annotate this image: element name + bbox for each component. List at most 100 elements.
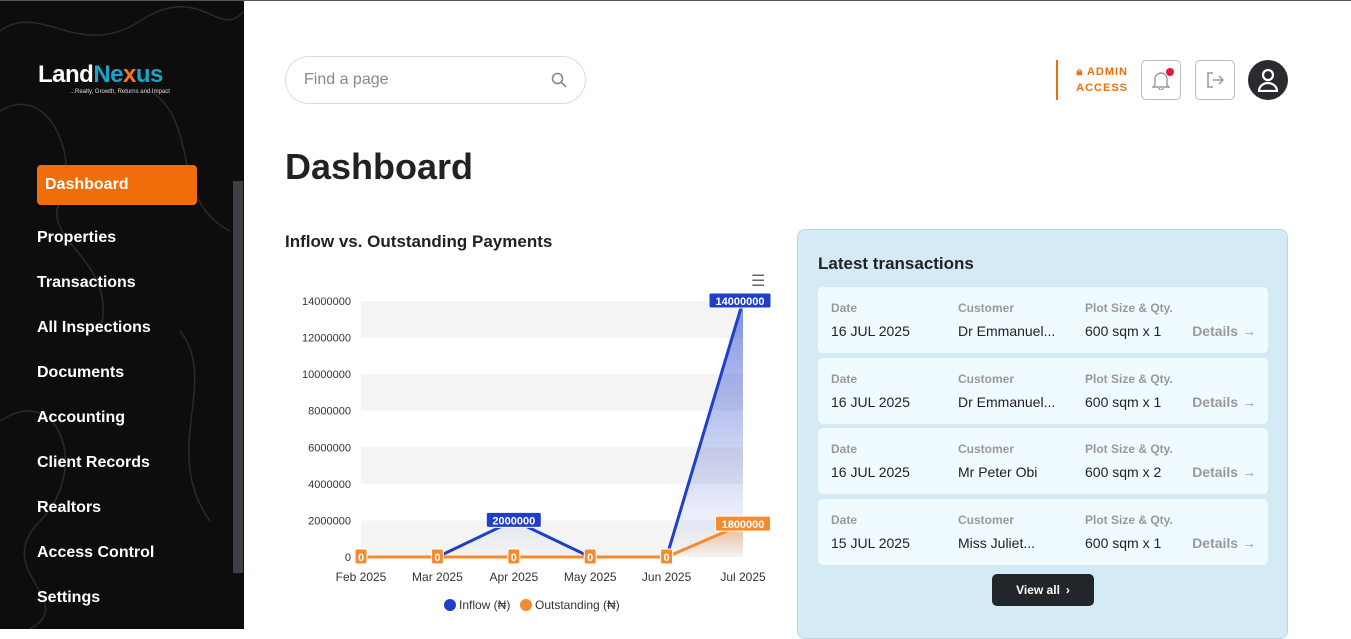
logout-icon xyxy=(1207,72,1224,88)
data-label: 1800000 xyxy=(722,519,765,531)
date-label: Date xyxy=(831,442,858,456)
sidebar-item-realtors[interactable]: Realtors xyxy=(37,499,102,516)
y-tick-label: 14000000 xyxy=(302,296,351,308)
y-tick-label: 4000000 xyxy=(308,479,351,491)
latest-transactions-panel: Latest transactions Date 16 JUL 2025 Cust… xyxy=(797,229,1288,639)
search-input[interactable]: Find a page xyxy=(285,56,586,104)
arrow-right-icon: → xyxy=(1242,323,1256,339)
sidebar-scrollbar[interactable] xyxy=(233,181,243,573)
data-label: 0 xyxy=(587,552,593,564)
avatar[interactable] xyxy=(1248,60,1288,100)
sidebar-item-properties[interactable]: Properties xyxy=(37,229,117,246)
panel-title: Latest transactions xyxy=(818,254,974,273)
x-tick-label: Jul 2025 xyxy=(720,570,766,584)
chart-title: Inflow vs. Outstanding Payments xyxy=(285,232,553,251)
data-label-bg xyxy=(583,548,597,565)
series-line xyxy=(361,522,744,559)
logout-button[interactable] xyxy=(1195,60,1235,100)
legend-item: Inflow (₦) xyxy=(459,598,510,612)
data-label-bg xyxy=(507,548,521,565)
date-label: Date xyxy=(831,513,858,527)
date-value: 15 JUL 2025 xyxy=(831,535,910,551)
date-value: 16 JUL 2025 xyxy=(831,323,910,339)
date-label: Date xyxy=(831,372,858,386)
details-link[interactable]: Details → xyxy=(1192,394,1256,410)
customer-value: Dr Emmanuel... xyxy=(958,394,1056,410)
x-tick-label: May 2025 xyxy=(564,570,617,584)
customer-label: Customer xyxy=(958,372,1015,386)
lock-icon: 🔒︎ xyxy=(1076,66,1084,78)
logo-text: Ne xyxy=(93,61,124,88)
plot-value: 600 sqm x 1 xyxy=(1085,535,1162,551)
legend-item: Outstanding (₦) xyxy=(535,598,620,612)
plot-value: 600 sqm x 2 xyxy=(1085,464,1162,480)
notifications-button[interactable] xyxy=(1141,60,1181,100)
sidebar-item-settings[interactable]: Settings xyxy=(37,589,101,606)
data-label: 0 xyxy=(434,552,440,564)
sidebar-item-dashboard[interactable]: Dashboard xyxy=(37,165,197,205)
bell-icon xyxy=(1152,72,1170,90)
data-label-bg xyxy=(708,292,772,309)
details-link[interactable]: Details → xyxy=(1192,323,1256,339)
view-all-button[interactable]: View all › xyxy=(992,574,1094,606)
admin-label: ADMIN xyxy=(1086,66,1128,78)
data-label: 0 xyxy=(664,552,670,564)
y-tick-label: 10000000 xyxy=(302,369,351,381)
inflow-chart: 0 2000000 4000000 6000000 8000000 10000000 120… xyxy=(302,292,772,612)
data-label-bg xyxy=(715,515,771,532)
search-icon xyxy=(551,72,567,88)
data-label-bg xyxy=(660,548,674,565)
user-icon xyxy=(1257,68,1279,92)
data-label: 14000000 xyxy=(716,296,765,308)
y-tick-label: 2000000 xyxy=(308,515,351,527)
transaction-row: Date 15 JUL 2025 Customer Miss Juliet... P… xyxy=(818,499,1268,565)
x-tick-label: Feb 2025 xyxy=(336,570,387,584)
sidebar-item-client-records[interactable]: Client Records xyxy=(37,454,150,471)
data-label: 0 xyxy=(511,552,517,564)
details-label: Details xyxy=(1192,464,1239,480)
sidebar-item-inspections[interactable]: All Inspections xyxy=(37,319,151,336)
logo-tagline: ...Realty, Growth, Returns and Impact xyxy=(70,89,170,95)
data-label-bg xyxy=(430,548,444,565)
customer-value: Dr Emmanuel... xyxy=(958,323,1056,339)
date-value: 16 JUL 2025 xyxy=(831,464,910,480)
sidebar: LandNexus ...Realty, Growth, Returns and… xyxy=(0,1,244,629)
details-label: Details xyxy=(1192,535,1239,551)
y-tick-label: 12000000 xyxy=(302,333,351,345)
data-label: 2000000 xyxy=(492,515,535,527)
y-tick-label: 8000000 xyxy=(308,406,351,418)
customer-label: Customer xyxy=(958,442,1015,456)
data-label-bg xyxy=(354,548,368,565)
admin-label: ACCESS xyxy=(1076,82,1128,94)
logo-text: Land xyxy=(38,61,94,88)
view-all-label: View all xyxy=(1016,583,1060,597)
date-value: 16 JUL 2025 xyxy=(831,394,910,410)
sidebar-item-documents[interactable]: Documents xyxy=(37,364,125,381)
sidebar-nav: Dashboard Properties Transactions All In… xyxy=(37,165,197,623)
sidebar-item-access-control[interactable]: Access Control xyxy=(37,544,155,561)
customer-label: Customer xyxy=(958,513,1015,527)
grid-band xyxy=(361,447,743,484)
arrow-right-icon: → xyxy=(1242,535,1256,551)
details-label: Details xyxy=(1192,323,1239,339)
customer-label: Customer xyxy=(958,301,1015,315)
details-label: Details xyxy=(1192,394,1239,410)
plot-label: Plot Size & Qty. xyxy=(1085,301,1173,315)
y-tick-label: 6000000 xyxy=(308,442,351,454)
transaction-row: Date 16 JUL 2025 Customer Mr Peter Obi Plo… xyxy=(818,428,1268,494)
transaction-row: Date 16 JUL 2025 Customer Dr Emmanuel... P… xyxy=(818,287,1268,353)
transaction-row: Date 16 JUL 2025 Customer Dr Emmanuel... P… xyxy=(818,358,1268,424)
logo-text: us xyxy=(135,61,164,88)
chart-menu-icon[interactable]: ☰ xyxy=(751,273,766,290)
sidebar-item-transactions[interactable]: Transactions xyxy=(37,274,136,291)
sidebar-item-accounting[interactable]: Accounting xyxy=(37,409,125,426)
logo-text: x xyxy=(123,61,136,88)
details-link[interactable]: Details → xyxy=(1192,535,1256,551)
data-label-bg xyxy=(485,511,542,528)
data-label: 0 xyxy=(358,552,364,564)
notification-dot xyxy=(1166,68,1174,76)
legend-marker xyxy=(520,599,532,611)
details-link[interactable]: Details → xyxy=(1192,464,1256,480)
grid-band xyxy=(361,374,743,411)
y-tick-label: 0 xyxy=(345,552,351,564)
